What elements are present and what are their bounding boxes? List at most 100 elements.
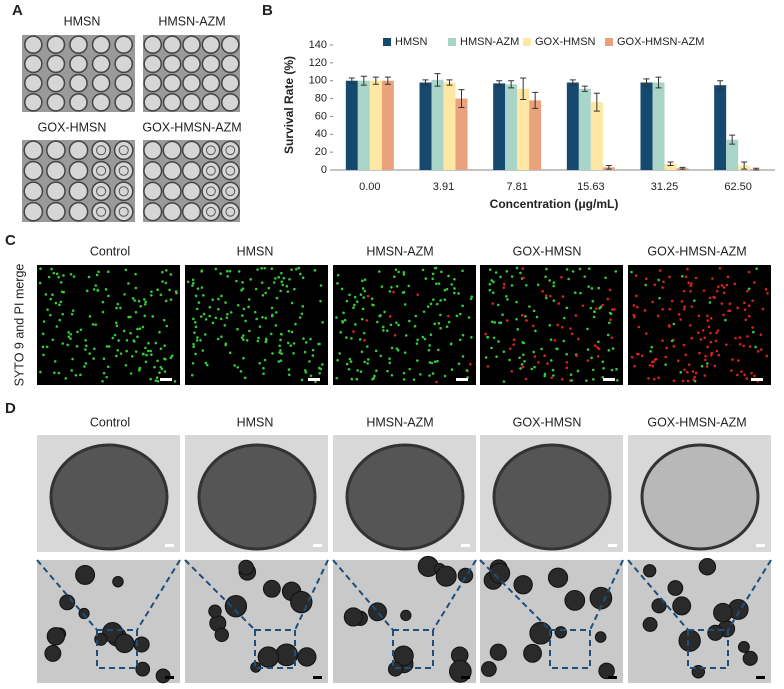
cell-dot	[300, 312, 304, 316]
well	[181, 140, 202, 160]
cell-dot	[562, 339, 566, 343]
cell-dot	[722, 286, 726, 289]
cell-dot	[502, 350, 506, 354]
error-bar	[348, 77, 355, 84]
bar	[455, 98, 468, 170]
cell-dot	[341, 319, 344, 323]
panel-label: D	[5, 400, 16, 417]
well	[69, 73, 88, 93]
cell-dot	[615, 367, 618, 371]
cell-dot	[740, 370, 743, 373]
cell-dot	[270, 306, 274, 310]
cell-dot	[586, 359, 590, 362]
well	[23, 93, 43, 112]
cell-dot	[261, 293, 265, 297]
cell-dot	[658, 296, 661, 300]
cell-dot	[64, 377, 68, 380]
cell-dot	[69, 337, 72, 340]
well	[91, 181, 111, 202]
error-bar	[372, 76, 379, 85]
cell-dot	[742, 344, 745, 348]
cell-dot	[613, 308, 616, 311]
cell-dot	[106, 365, 110, 369]
legend-marker	[383, 38, 391, 46]
cell-dot	[303, 350, 307, 354]
cell-dot	[691, 370, 695, 373]
cell-dot	[576, 369, 580, 373]
cell-dot	[390, 346, 394, 350]
cell-dot	[421, 335, 425, 339]
cell-dot	[708, 296, 712, 300]
cell-dot	[290, 330, 294, 334]
cell-dot	[608, 311, 612, 315]
cell-dot	[491, 302, 495, 305]
well-ring	[118, 165, 129, 176]
cell-dot	[537, 361, 540, 364]
cell-dot	[715, 289, 719, 293]
cell-dot	[46, 308, 49, 311]
cell-dot	[697, 331, 700, 335]
cell-dot	[169, 273, 173, 276]
cell-dot	[241, 287, 245, 291]
cell-dot	[87, 275, 91, 279]
cell-dot	[156, 359, 159, 363]
cell-dot	[137, 299, 141, 303]
tem-cell	[672, 596, 692, 616]
cell-dot	[596, 355, 600, 358]
cell-dot	[725, 283, 729, 287]
cell-dot	[591, 299, 595, 303]
cell-dot	[431, 272, 435, 276]
well	[91, 93, 111, 112]
well	[162, 93, 182, 112]
cell-dot	[718, 266, 722, 270]
well-ring	[205, 206, 216, 217]
cell-dot	[186, 280, 190, 284]
cell-dot	[407, 284, 411, 288]
tem-cell	[368, 602, 388, 622]
tem-cell	[547, 567, 569, 588]
x-axis-label: Concentration (μg/mL)	[490, 197, 619, 211]
cell-dot	[421, 268, 425, 272]
cell-dot	[435, 380, 438, 384]
scale-bar	[313, 676, 322, 679]
cell-dot	[656, 314, 660, 318]
cell-dot	[687, 363, 691, 366]
cell-dot	[69, 272, 73, 276]
cell-dot	[532, 350, 535, 354]
cell-dot	[502, 380, 506, 383]
cell-dot	[458, 312, 462, 316]
tem-cell	[262, 579, 281, 598]
cell-dot	[644, 283, 647, 287]
cell-dot	[549, 338, 553, 341]
cell-dot	[402, 273, 406, 276]
cell-dot	[376, 320, 379, 324]
cell-dot	[225, 316, 229, 320]
cell-dot	[271, 352, 274, 355]
cell-dot	[662, 280, 665, 284]
cell-dot	[190, 373, 194, 377]
cell-dot	[525, 283, 528, 287]
cell-dot	[149, 349, 153, 353]
cell-dot	[693, 299, 696, 302]
tem-cell	[400, 609, 412, 622]
cell-dot	[122, 329, 126, 333]
bar	[369, 80, 382, 170]
cell-dot	[575, 354, 578, 358]
cell-dot	[534, 329, 537, 333]
cell-dot	[445, 325, 449, 328]
cell-dot	[710, 351, 714, 355]
cell-dot	[577, 337, 580, 341]
cell-dot	[84, 348, 87, 351]
zoom-line	[727, 559, 772, 631]
cell-dot	[58, 303, 61, 307]
cell-dot	[540, 347, 543, 351]
cell-dot	[173, 380, 177, 383]
image-title: GOX-HMSN	[38, 120, 107, 134]
cell-dot	[53, 360, 57, 363]
well	[91, 160, 111, 181]
cell-dot	[717, 285, 720, 289]
cell-dot	[379, 314, 382, 317]
y-tick-label: 0	[321, 164, 327, 176]
cell-dot	[343, 318, 347, 322]
cell-dot	[676, 359, 680, 362]
